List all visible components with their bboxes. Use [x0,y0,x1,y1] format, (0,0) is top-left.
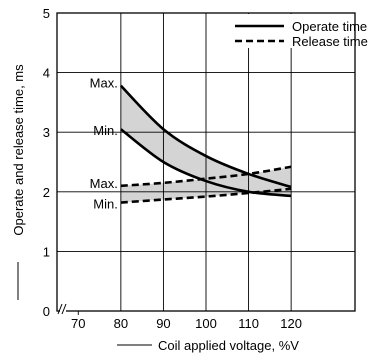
series-label: Min. [93,197,118,212]
series-label: Max. [90,176,118,191]
x-tick-label: 90 [156,316,170,331]
series-line-release-time-min [120,187,292,204]
x-tick-label: 100 [195,316,217,331]
y-tick-label: 1 [43,244,50,259]
series-lines [119,84,292,204]
legend-entry: Release time [292,34,368,49]
series-line-operate-time-min [120,128,292,198]
axis-break-mark [61,303,67,315]
y-axis-label: Operate and release time, ms [11,64,26,236]
grid-lines [56,12,356,315]
y-tick-label: 2 [43,185,50,200]
axis-decorations [17,262,152,346]
x-tick-label: 110 [238,316,259,331]
legend-entry: Operate time [292,19,367,34]
x-tick-label: 70 [71,316,85,331]
axis-break-gap [60,303,66,315]
legend-background [232,14,354,48]
series-line-operate-time-max [119,84,292,189]
y-tick-label: 0 [43,304,50,319]
axis-break-mark [57,303,63,315]
axis-ticks: 70 80 90 100 110 120 0 1 2 3 4 5 [43,6,302,331]
y-tick-label: 5 [43,6,50,21]
series-line-release-time-max [120,165,292,188]
series-labels: Max. Min. Max. Min. [90,76,118,212]
x-axis-label: Coil applied voltage, %V [158,338,299,353]
y-tick-label: 4 [43,66,50,81]
series-label: Max. [90,76,118,91]
series-label: Min. [93,123,118,138]
y-tick-label: 3 [43,125,50,140]
x-tick-label: 80 [114,316,128,331]
x-tick-label: 120 [280,316,302,331]
